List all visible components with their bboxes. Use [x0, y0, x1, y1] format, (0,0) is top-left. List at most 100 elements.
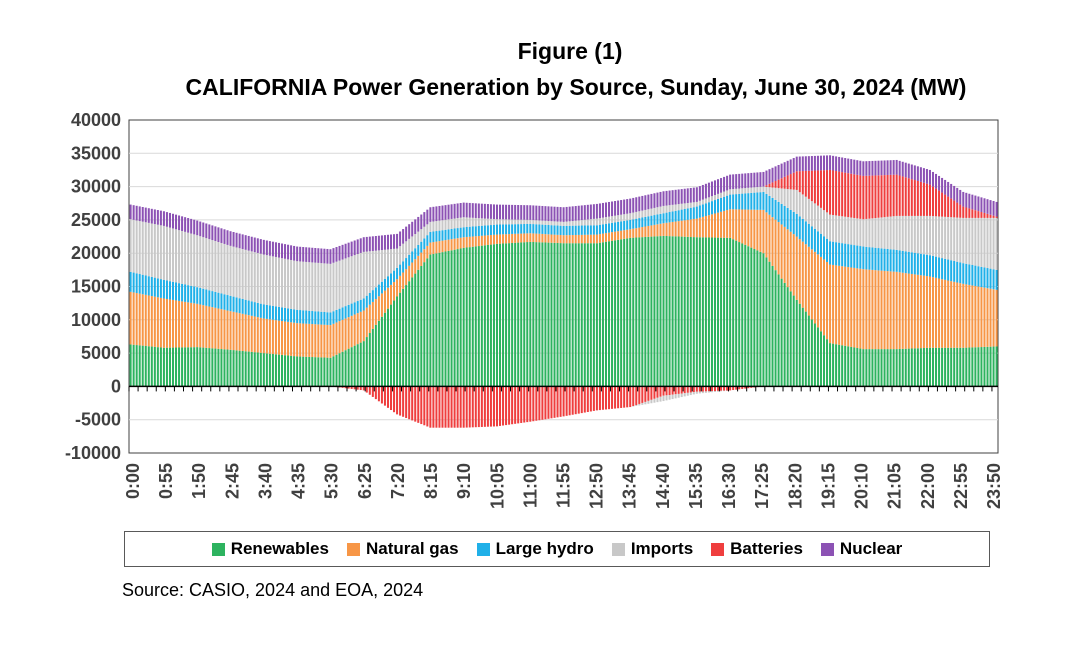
bar-natural-gas	[217, 308, 220, 349]
bar-renewables	[580, 243, 583, 387]
bar-renewables	[544, 242, 547, 387]
bar-large-hydro	[486, 225, 489, 236]
bar-large-hydro	[565, 225, 568, 236]
bar-nuclear	[423, 212, 426, 227]
bar-large-hydro	[362, 298, 365, 311]
bar-large-hydro	[323, 311, 326, 325]
x-tick-label: 9:10	[454, 463, 474, 499]
bar-nuclear	[492, 204, 495, 220]
bar-imports	[650, 208, 653, 216]
bar-renewables	[838, 344, 841, 387]
bar-batteries	[880, 175, 883, 218]
x-tick-label: 0:55	[156, 463, 176, 499]
bar-nuclear	[293, 245, 296, 261]
bar-renewables	[947, 347, 950, 387]
bar-batteries-negative	[729, 386, 732, 391]
bar-renewables	[798, 303, 801, 387]
bar-imports-negative	[671, 394, 674, 400]
bar-nuclear	[365, 236, 368, 252]
bar-natural-gas	[150, 296, 153, 347]
bar-imports	[544, 220, 547, 225]
bar-large-hydro	[971, 265, 974, 286]
bar-large-hydro	[947, 259, 950, 281]
bar-large-hydro	[141, 274, 144, 295]
bar-nuclear	[638, 196, 641, 212]
bar-renewables	[759, 251, 762, 387]
bar-batteries	[768, 183, 771, 188]
bar-large-hydro	[595, 225, 598, 235]
bar-natural-gas	[856, 268, 859, 349]
bar-nuclear	[374, 236, 377, 251]
bar-nuclear	[771, 167, 774, 183]
bar-renewables	[871, 349, 874, 387]
bar-natural-gas	[819, 256, 822, 332]
bar-nuclear	[284, 244, 287, 259]
bar-renewables	[916, 348, 919, 387]
x-tick-label: 13:45	[620, 463, 640, 509]
bar-nuclear	[262, 239, 265, 255]
bar-nuclear	[432, 206, 435, 222]
bar-batteries-negative	[396, 386, 399, 415]
bar-natural-gas	[514, 233, 517, 243]
bar-nuclear	[341, 244, 344, 260]
bar-batteries-negative	[432, 386, 435, 428]
bar-large-hydro	[190, 285, 193, 303]
bar-nuclear	[184, 217, 187, 232]
bar-renewables	[423, 262, 426, 387]
bar-imports	[453, 218, 456, 229]
bar-imports	[147, 222, 150, 277]
bar-nuclear	[762, 171, 765, 187]
bar-large-hydro	[735, 194, 738, 210]
bar-batteries	[798, 171, 801, 193]
legend-swatch	[711, 542, 725, 556]
bar-batteries-negative	[353, 386, 356, 390]
bar-nuclear	[226, 230, 229, 245]
bar-large-hydro	[829, 241, 832, 265]
bar-natural-gas	[623, 230, 626, 239]
bar-natural-gas	[865, 269, 868, 350]
bar-renewables	[529, 241, 532, 387]
bar-large-hydro	[144, 275, 147, 295]
bar-large-hydro	[344, 306, 347, 319]
bar-natural-gas	[741, 209, 744, 244]
bar-natural-gas	[804, 244, 807, 312]
bar-natural-gas	[492, 234, 495, 245]
bar-large-hydro	[965, 263, 968, 285]
bar-nuclear	[935, 173, 938, 189]
bar-large-hydro	[813, 228, 816, 252]
bar-imports	[710, 196, 713, 202]
bar-imports	[450, 218, 453, 229]
bar-natural-gas	[989, 288, 992, 347]
bar-batteries	[810, 170, 813, 202]
bar-nuclear	[883, 160, 886, 176]
bar-natural-gas	[287, 321, 290, 356]
bar-imports-negative	[704, 391, 707, 393]
bar-batteries-negative	[459, 386, 462, 428]
bar-renewables	[816, 327, 819, 387]
bar-imports	[656, 207, 659, 215]
bar-batteries-negative	[695, 386, 698, 392]
bar-nuclear	[344, 243, 347, 259]
bar-large-hydro	[792, 211, 795, 235]
bar-renewables	[765, 257, 768, 387]
bar-renewables	[141, 345, 144, 387]
bar-imports	[290, 259, 293, 309]
bar-large-hydro	[159, 279, 162, 298]
bar-large-hydro	[223, 294, 226, 310]
bar-imports	[411, 236, 414, 252]
bar-nuclear	[223, 229, 226, 244]
bar-renewables	[165, 347, 168, 387]
bar-large-hydro	[187, 285, 190, 303]
bar-natural-gas	[586, 234, 589, 244]
bar-imports-negative	[720, 390, 723, 392]
bar-nuclear	[411, 221, 414, 237]
bar-imports	[626, 213, 629, 221]
bar-nuclear	[265, 240, 268, 256]
bar-renewables	[813, 323, 816, 387]
bar-natural-gas	[459, 237, 462, 249]
bar-renewables	[489, 244, 492, 387]
bar-imports	[986, 217, 989, 269]
bar-renewables	[592, 243, 595, 387]
bar-renewables	[701, 237, 704, 387]
bar-imports	[874, 218, 877, 248]
